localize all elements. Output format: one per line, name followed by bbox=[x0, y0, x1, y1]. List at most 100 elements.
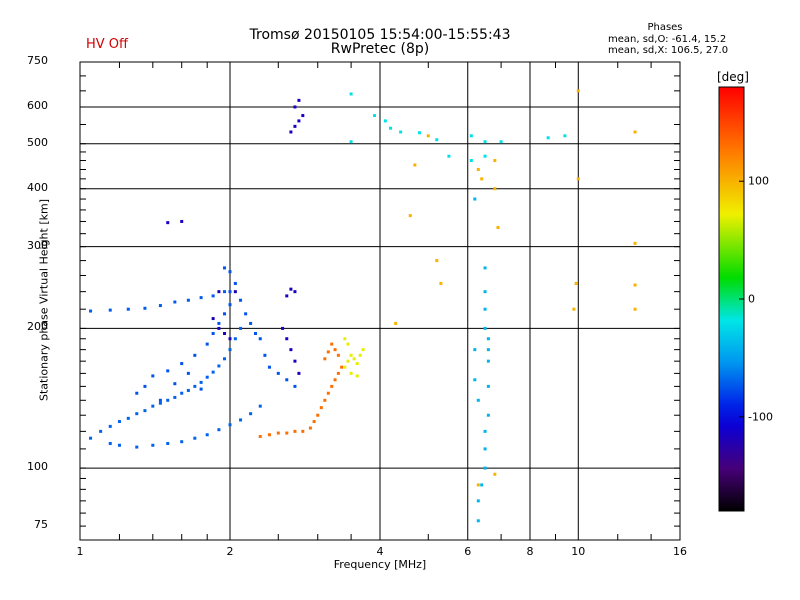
data-point bbox=[330, 342, 334, 346]
data-point bbox=[143, 409, 147, 413]
data-point bbox=[447, 154, 451, 158]
data-point bbox=[180, 362, 184, 366]
data-point bbox=[493, 187, 497, 191]
data-point bbox=[193, 384, 197, 388]
data-point bbox=[126, 416, 130, 420]
x-tick-label: 2 bbox=[226, 545, 234, 558]
data-point bbox=[285, 431, 289, 435]
data-point bbox=[205, 433, 209, 437]
colorbar-tick-label: 100 bbox=[748, 174, 769, 188]
data-point bbox=[228, 303, 232, 307]
data-point bbox=[301, 429, 305, 433]
data-point bbox=[166, 398, 170, 402]
colorbar-unit-label: [deg] bbox=[717, 70, 749, 84]
data-point bbox=[333, 348, 337, 352]
data-point bbox=[99, 429, 103, 433]
phases-heading: Phases bbox=[647, 22, 683, 33]
data-point bbox=[173, 382, 177, 386]
data-point bbox=[394, 321, 398, 325]
data-point bbox=[349, 92, 353, 96]
data-point bbox=[473, 378, 477, 382]
data-point bbox=[285, 337, 289, 341]
data-point bbox=[186, 298, 190, 302]
data-point bbox=[117, 443, 121, 447]
data-point bbox=[289, 287, 293, 291]
data-point bbox=[267, 433, 271, 437]
data-point bbox=[340, 365, 344, 369]
y-tick-label: 300 bbox=[27, 238, 48, 252]
data-point bbox=[399, 130, 403, 134]
data-point bbox=[223, 266, 227, 270]
data-point bbox=[233, 281, 237, 285]
y-tick-label: 600 bbox=[27, 98, 48, 112]
data-point bbox=[483, 266, 487, 270]
data-point bbox=[151, 443, 155, 447]
data-point bbox=[281, 326, 285, 330]
data-point bbox=[166, 369, 170, 373]
data-point bbox=[316, 413, 320, 417]
data-point bbox=[417, 131, 421, 135]
data-point bbox=[158, 401, 162, 405]
data-point bbox=[408, 214, 412, 218]
data-point bbox=[263, 353, 267, 357]
data-point bbox=[228, 270, 232, 274]
data-point bbox=[633, 130, 637, 134]
data-point bbox=[346, 342, 350, 346]
data-point bbox=[297, 119, 301, 123]
data-point bbox=[486, 348, 490, 352]
data-point bbox=[413, 163, 417, 167]
data-point bbox=[258, 337, 262, 341]
data-point bbox=[253, 332, 257, 336]
data-point bbox=[308, 426, 312, 430]
data-point bbox=[89, 436, 93, 440]
data-point bbox=[211, 317, 215, 321]
data-point bbox=[483, 154, 487, 158]
data-point bbox=[158, 398, 162, 402]
x-tick-label: 6 bbox=[464, 545, 472, 558]
data-point bbox=[633, 307, 637, 311]
data-point bbox=[228, 348, 232, 352]
data-point bbox=[301, 114, 305, 118]
data-point bbox=[439, 281, 443, 285]
data-point bbox=[166, 221, 170, 225]
data-point bbox=[480, 483, 484, 487]
data-point bbox=[499, 140, 503, 144]
chart-subtitle: RwPretec (8p) bbox=[330, 41, 430, 57]
data-point bbox=[349, 353, 353, 357]
data-point bbox=[336, 353, 340, 357]
hv-status: HV Off bbox=[86, 37, 128, 52]
data-point bbox=[297, 98, 301, 102]
data-point bbox=[151, 404, 155, 408]
data-point bbox=[158, 304, 162, 308]
data-point bbox=[349, 371, 353, 375]
data-point bbox=[217, 326, 221, 330]
data-point bbox=[186, 388, 190, 392]
data-point bbox=[476, 398, 480, 402]
data-point bbox=[476, 499, 480, 503]
data-point bbox=[249, 412, 253, 416]
phases-x-stats: mean, sd,X: 106.5, 27.0 bbox=[608, 45, 729, 56]
data-point bbox=[228, 290, 232, 294]
data-point bbox=[333, 378, 337, 382]
data-point bbox=[426, 134, 430, 138]
data-point bbox=[326, 391, 330, 395]
data-point bbox=[293, 105, 297, 109]
data-point bbox=[576, 89, 580, 93]
data-point bbox=[135, 445, 139, 449]
data-point bbox=[223, 312, 227, 316]
data-point bbox=[352, 357, 356, 361]
colorbar-tick-label: -100 bbox=[748, 410, 773, 424]
data-point bbox=[193, 436, 197, 440]
data-point bbox=[483, 307, 487, 311]
phases-o-stats: mean, sd,O: -61.4, 15.2 bbox=[608, 34, 727, 45]
data-point bbox=[186, 371, 190, 375]
data-point bbox=[373, 114, 377, 118]
data-point bbox=[180, 219, 184, 223]
x-tick-label: 1 bbox=[76, 545, 84, 558]
data-point bbox=[244, 312, 248, 316]
data-point bbox=[143, 306, 147, 310]
data-point bbox=[193, 353, 197, 357]
data-point bbox=[355, 362, 359, 366]
data-point bbox=[361, 348, 365, 352]
x-tick-label: 16 bbox=[673, 545, 687, 558]
